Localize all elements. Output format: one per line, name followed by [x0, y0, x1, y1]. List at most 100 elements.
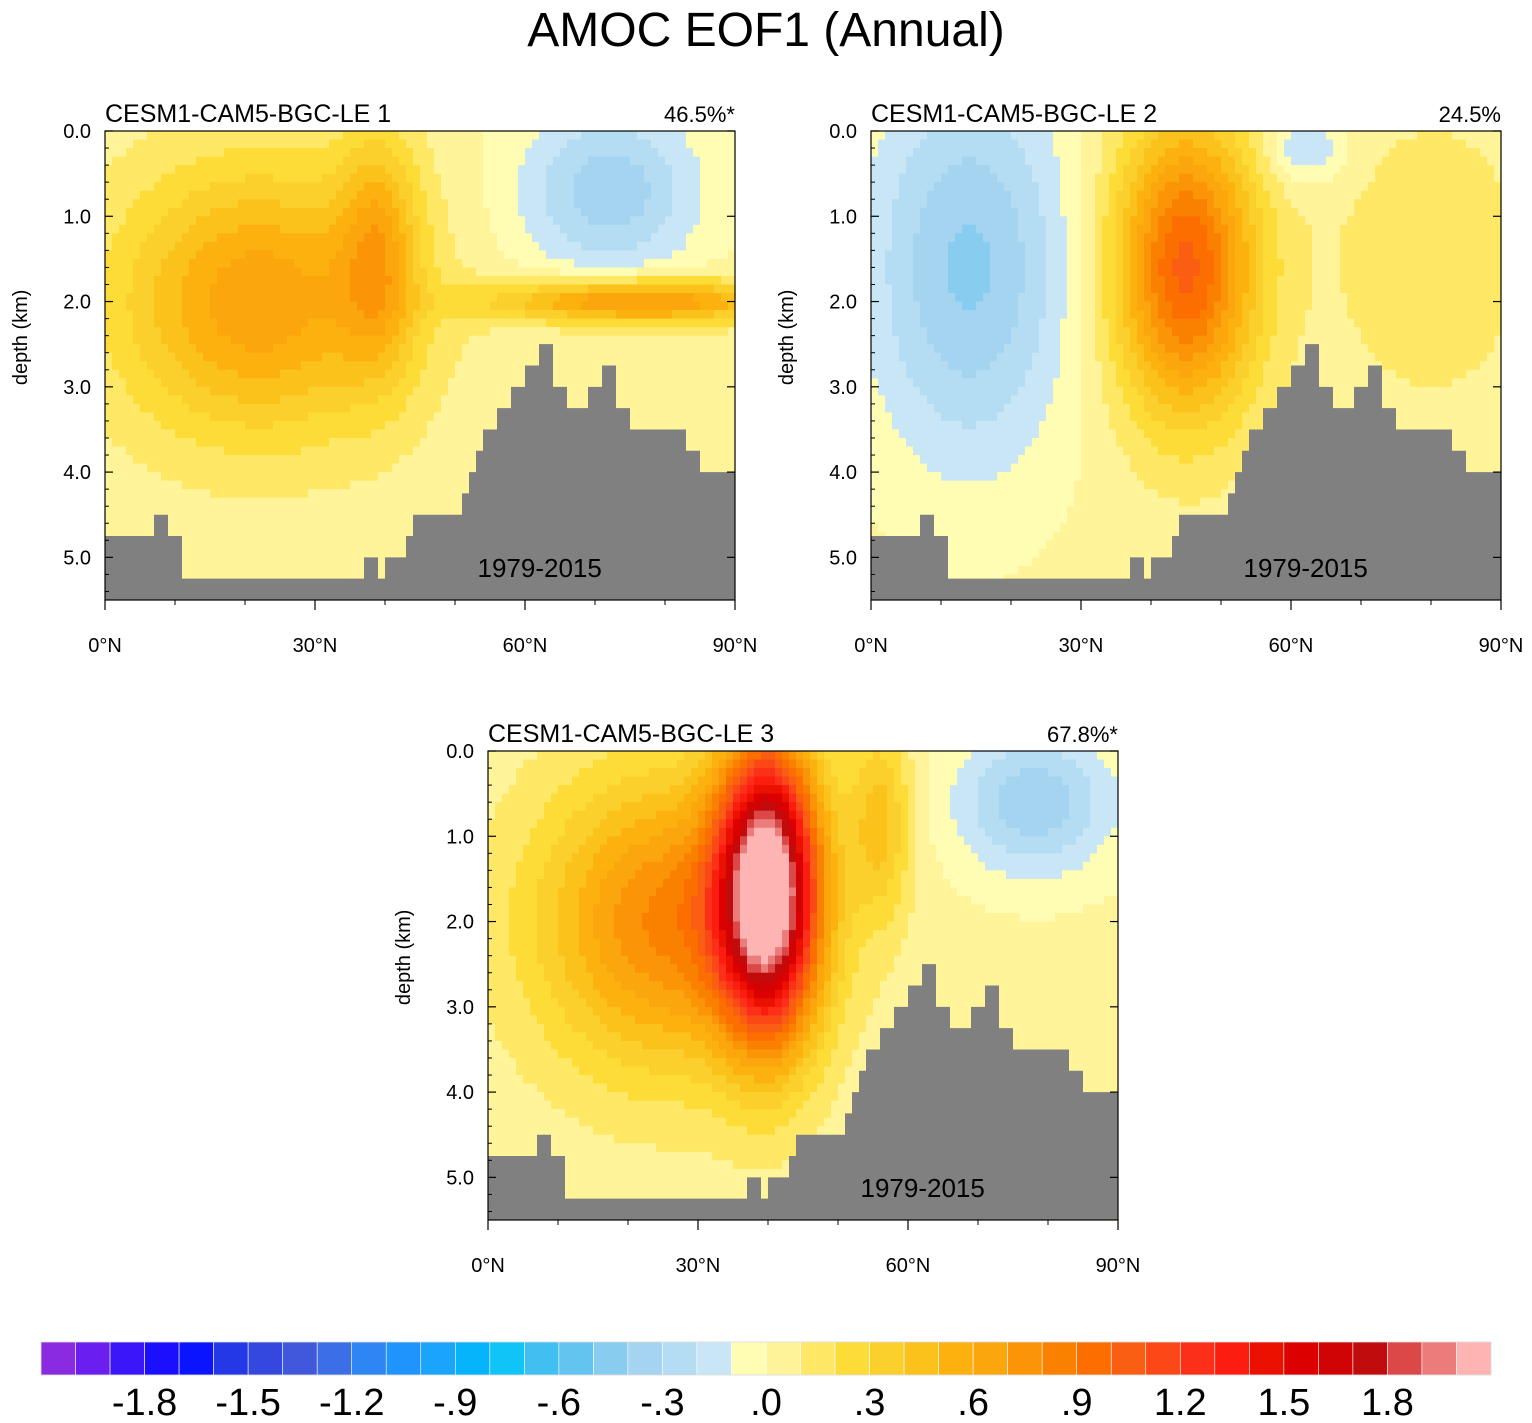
field-cell — [490, 352, 498, 362]
field-cell — [448, 131, 456, 141]
field-cell — [532, 267, 540, 277]
field-cell — [630, 190, 638, 200]
field-cell — [378, 369, 386, 379]
field-cell — [476, 310, 484, 320]
field-cell — [385, 523, 393, 533]
x-tick-label: 0°N — [88, 635, 122, 657]
field-cell — [301, 565, 309, 576]
field-cell — [322, 139, 330, 149]
field-cell — [441, 361, 449, 371]
field-cell — [567, 165, 575, 175]
field-cell — [203, 420, 211, 431]
field-cell — [119, 361, 127, 371]
field-cell — [231, 497, 239, 507]
field-cell — [112, 131, 120, 141]
field-cell — [133, 293, 141, 303]
field-cell — [448, 420, 456, 431]
field-cell — [140, 523, 148, 533]
field-cell — [224, 531, 232, 541]
field-cell — [273, 531, 281, 541]
field-cell — [343, 139, 351, 149]
field-cell — [504, 267, 512, 277]
field-cell — [231, 241, 239, 251]
field-cell — [266, 480, 274, 490]
field-cell — [651, 216, 659, 226]
field-cell — [217, 565, 225, 576]
field-cell — [203, 403, 211, 413]
field-cell — [581, 267, 589, 277]
field-cell — [462, 352, 470, 362]
field-cell — [357, 182, 365, 192]
field-cell — [406, 403, 414, 413]
field-cell — [392, 139, 400, 149]
field-cell — [196, 437, 204, 448]
field-cell — [196, 420, 204, 431]
field-cell — [245, 531, 253, 541]
field-cell — [413, 429, 421, 439]
field-cell — [714, 369, 722, 379]
field-cell — [630, 412, 638, 422]
field-cell — [154, 455, 162, 465]
field-cell — [238, 216, 246, 226]
field-cell — [126, 216, 134, 226]
field-cell — [126, 429, 134, 439]
field-cell — [140, 207, 148, 217]
field-cell — [378, 420, 386, 431]
field-cell — [630, 420, 638, 431]
field-cell — [350, 557, 358, 567]
field-cell — [371, 250, 379, 260]
field-cell — [336, 165, 344, 175]
field-cell — [700, 258, 708, 269]
field-cell — [420, 506, 428, 516]
field-cell — [266, 446, 274, 456]
field-cell — [623, 275, 631, 286]
field-cell — [441, 429, 449, 439]
field-cell — [658, 335, 666, 345]
field-cell — [133, 318, 141, 328]
field-cell — [595, 344, 603, 354]
field-cell — [644, 293, 652, 303]
field-cell — [175, 480, 183, 490]
field-cell — [658, 258, 666, 269]
field-cell — [574, 327, 582, 337]
field-cell — [154, 267, 162, 277]
field-cell — [525, 275, 533, 286]
field-cell — [665, 310, 673, 320]
field-cell — [371, 489, 379, 499]
field-cell — [350, 327, 358, 337]
field-cell — [539, 148, 547, 158]
field-cell — [406, 258, 414, 269]
field-cell — [133, 446, 141, 456]
field-cell — [686, 148, 694, 158]
field-cell — [336, 386, 344, 396]
field-cell — [560, 318, 568, 328]
field-cell — [588, 190, 596, 200]
field-cell — [553, 301, 561, 311]
field-cell — [462, 327, 470, 337]
field-cell — [672, 267, 680, 277]
field-cell — [385, 548, 393, 558]
field-cell — [168, 420, 176, 431]
field-cell — [259, 403, 267, 413]
field-cell — [133, 182, 141, 192]
field-cell — [266, 523, 274, 533]
field-cell — [693, 310, 701, 320]
field-cell — [294, 301, 302, 311]
field-cell — [294, 506, 302, 516]
field-cell — [602, 293, 610, 303]
field-cell — [434, 199, 442, 209]
field-cell — [700, 369, 708, 379]
field-cell — [385, 403, 393, 413]
field-cell — [259, 506, 267, 516]
field-cell — [175, 318, 183, 328]
field-cell — [455, 446, 463, 456]
field-cell — [567, 233, 575, 243]
field-cell — [392, 378, 400, 388]
field-cell — [644, 182, 652, 192]
field-cell — [322, 455, 330, 465]
field-cell — [140, 480, 148, 490]
field-cell — [133, 497, 141, 507]
field-cell — [343, 233, 351, 243]
field-cell — [196, 139, 204, 149]
field-cell — [364, 463, 372, 473]
